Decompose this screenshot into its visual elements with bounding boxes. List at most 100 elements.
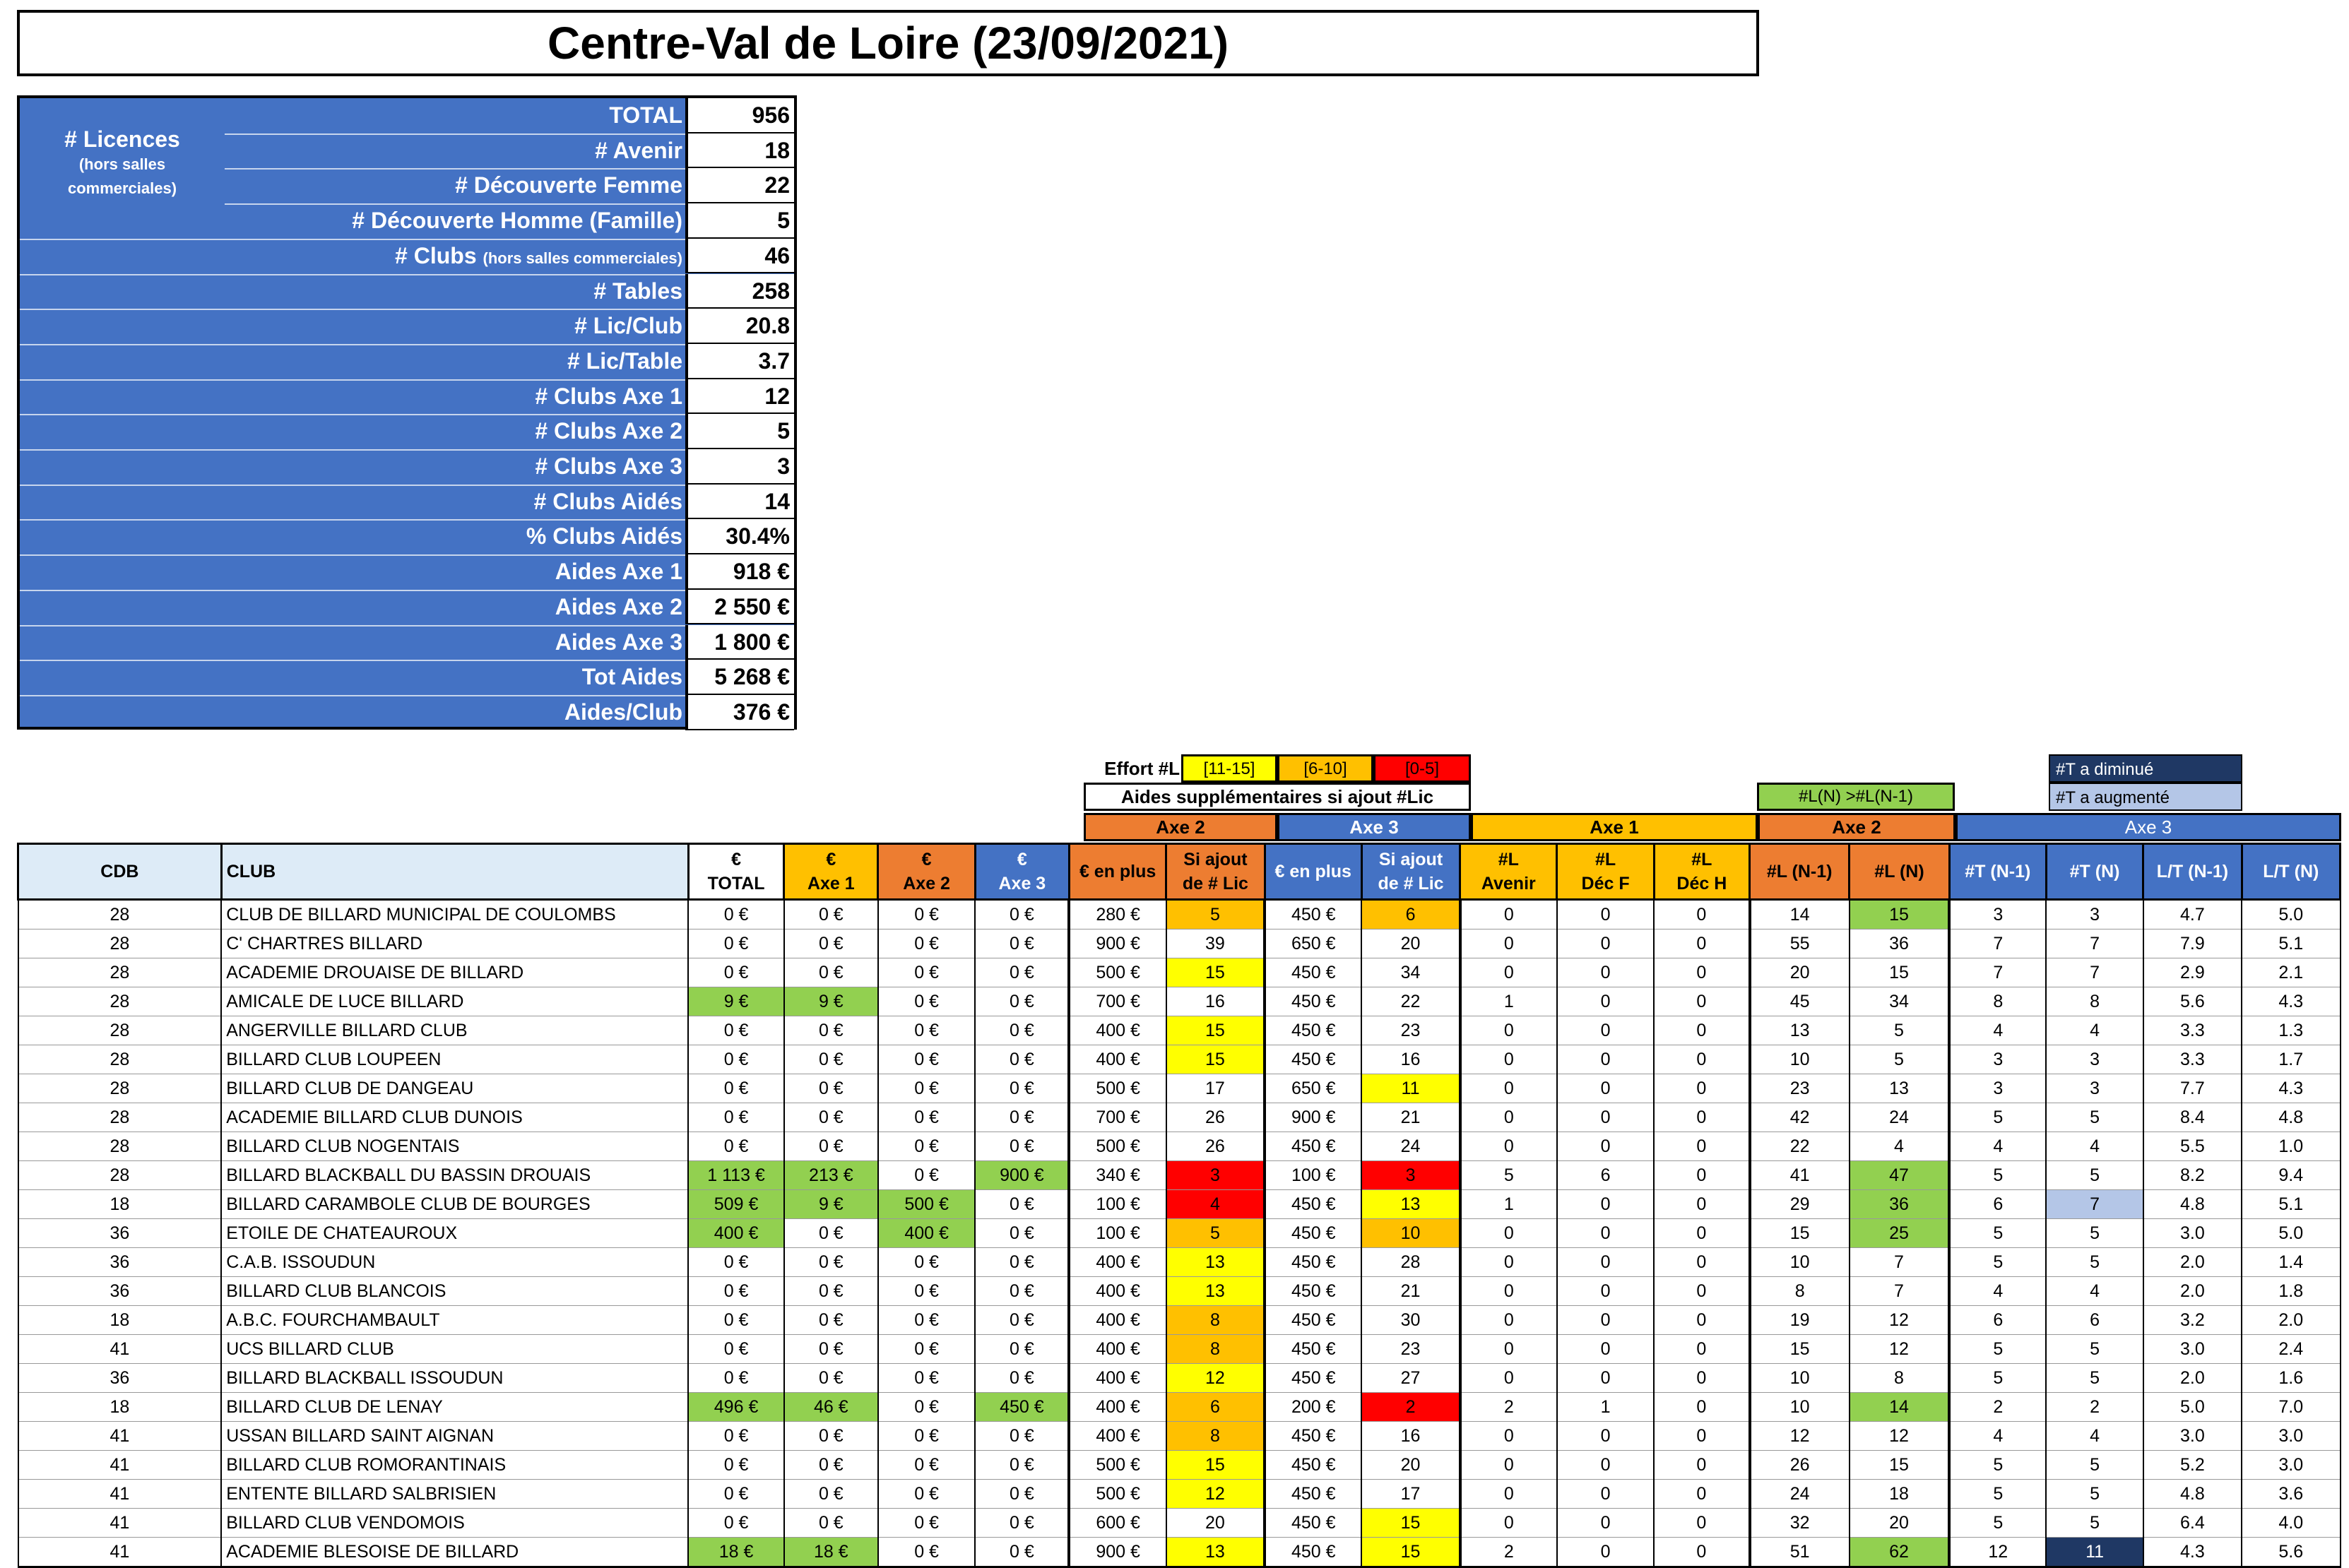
cell-si-ajout-axe2: 13 xyxy=(1165,1537,1266,1568)
cell-axe2: 0 € xyxy=(877,929,976,958)
table-row: 28 AMICALE DE LUCE BILLARD 9 €9 €0 €0 €700… xyxy=(17,987,2341,1016)
cell-axe1: 0 € xyxy=(783,1334,879,1364)
cell-si-ajout-axe2: 17 xyxy=(1165,1074,1266,1103)
cell-l-n: 5 xyxy=(1848,1016,1951,1045)
cell-si-ajout-axe3: 21 xyxy=(1361,1103,1461,1132)
cell-l-n: 7 xyxy=(1848,1276,1951,1306)
cell-lt-n: 3.0 xyxy=(2241,1421,2341,1451)
summary-label: Aides/Club xyxy=(564,695,682,730)
summary-value: 918 € xyxy=(685,554,794,590)
cell-total: 0 € xyxy=(687,1305,785,1335)
cell-t-n: 8 xyxy=(2045,987,2144,1016)
summary-label: % Clubs Aidés xyxy=(526,519,682,554)
cell-si-ajout-axe3: 16 xyxy=(1361,1045,1461,1074)
cell-l-n1: 8 xyxy=(1748,1276,1850,1306)
cell-en-plus-axe2: 400 € xyxy=(1067,1334,1167,1364)
cell-lt-n1: 5.6 xyxy=(2142,987,2243,1016)
summary-row: # Découverte Homme (Famille) 5 xyxy=(20,203,794,239)
summary-label-text: # Découverte Homme (Famille) xyxy=(352,208,682,234)
cell-axe1: 0 € xyxy=(783,1218,879,1248)
cell-en-plus-axe3: 450 € xyxy=(1263,1479,1363,1509)
cell-lt-n: 5.0 xyxy=(2241,899,2341,929)
cell-l-avenir: 0 xyxy=(1458,1421,1558,1451)
cell-axe1: 0 € xyxy=(783,1421,879,1451)
cell-total: 0 € xyxy=(687,1421,785,1451)
cell-l-dec-h: 0 xyxy=(1653,1450,1751,1480)
cell-l-dec-f: 0 xyxy=(1556,1450,1655,1480)
cell-axe2: 0 € xyxy=(877,1450,976,1480)
cell-en-plus-axe3: 450 € xyxy=(1263,1189,1363,1219)
summary-label-text: Aides/Club xyxy=(564,699,682,725)
cell-axe2: 0 € xyxy=(877,1334,976,1364)
table-row: 41 ACADEMIE BLESOISE DE BILLARD 18 €18 €0 … xyxy=(17,1537,2341,1568)
cell-total: 0 € xyxy=(687,958,785,987)
cell-en-plus-axe3: 450 € xyxy=(1263,958,1363,987)
cell-en-plus-axe3: 450 € xyxy=(1263,1218,1363,1248)
cell-l-n1: 15 xyxy=(1748,1218,1850,1248)
cell-t-n: 3 xyxy=(2045,1074,2144,1103)
summary-label-text: # Clubs Axe 1 xyxy=(535,383,682,409)
cell-l-dec-f: 0 xyxy=(1556,1479,1655,1509)
cell-t-n1: 5 xyxy=(1948,1508,2047,1538)
cell-axe2: 0 € xyxy=(877,1392,976,1422)
cell-lt-n: 2.4 xyxy=(2241,1334,2341,1364)
cell-l-n1: 32 xyxy=(1748,1508,1850,1538)
summary-label: Aides Axe 1 xyxy=(555,554,682,590)
summary-label-text: # Clubs Aidés xyxy=(533,488,682,514)
summary-panel: # Licences (hors salles commerciales) TO… xyxy=(17,95,797,730)
cell-l-n: 15 xyxy=(1848,958,1951,987)
cell-t-n1: 3 xyxy=(1948,899,2047,929)
cell-l-dec-h: 0 xyxy=(1653,1016,1751,1045)
cell-t-n: 5 xyxy=(2045,1363,2144,1393)
cell-axe2: 0 € xyxy=(877,1103,976,1132)
cell-l-dec-f: 6 xyxy=(1556,1160,1655,1190)
aides-supplementaires-label: Aides supplémentaires si ajout #Lic xyxy=(1084,783,1471,811)
cell-axe3: 0 € xyxy=(974,1074,1070,1103)
summary-label: # Clubs (hors salles commerciales) xyxy=(395,239,682,274)
cell-lt-n1: 5.2 xyxy=(2142,1450,2243,1480)
cell-l-dec-h: 0 xyxy=(1653,1218,1751,1248)
cell-t-n: 5 xyxy=(2045,1479,2144,1509)
cell-l-n1: 13 xyxy=(1748,1016,1850,1045)
header-l-n: #L (N) xyxy=(1848,843,1951,901)
table-row: 41 UCS BILLARD CLUB 0 €0 €0 €0 €400 €8 450 … xyxy=(17,1334,2341,1364)
cell-cdb: 28 xyxy=(17,929,223,958)
cell-total: 0 € xyxy=(687,1045,785,1074)
cell-en-plus-axe2: 100 € xyxy=(1067,1218,1167,1248)
cell-l-dec-h: 0 xyxy=(1653,958,1751,987)
cell-en-plus-axe2: 500 € xyxy=(1067,958,1167,987)
cell-l-dec-f: 0 xyxy=(1556,1132,1655,1161)
cell-axe1: 18 € xyxy=(783,1537,879,1568)
cell-cdb: 36 xyxy=(17,1363,223,1393)
cell-lt-n1: 2.9 xyxy=(2142,958,2243,987)
cell-lt-n1: 5.0 xyxy=(2142,1392,2243,1422)
cell-l-n1: 23 xyxy=(1748,1074,1850,1103)
table-row: 36 C.A.B. ISSOUDUN 0 €0 €0 €0 €400 €13 450 … xyxy=(17,1247,2341,1277)
cell-en-plus-axe2: 400 € xyxy=(1067,1276,1167,1306)
cell-l-avenir: 0 xyxy=(1458,1508,1558,1538)
cell-l-dec-h: 0 xyxy=(1653,1276,1751,1306)
clubs-table: CDB CLUB € TOTAL € Axe 1 € Axe 2 € Axe 3 € e… xyxy=(17,843,2342,1568)
cell-axe1: 0 € xyxy=(783,1363,879,1393)
cell-cdb: 28 xyxy=(17,1160,223,1190)
summary-value: 3 xyxy=(685,449,794,485)
cell-l-dec-f: 0 xyxy=(1556,1537,1655,1568)
cell-axe3: 0 € xyxy=(974,929,1070,958)
cell-l-avenir: 0 xyxy=(1458,1479,1558,1509)
cell-l-dec-f: 0 xyxy=(1556,958,1655,987)
table-row: 28 BILLARD BLACKBALL DU BASSIN DROUAIS 1 1… xyxy=(17,1160,2341,1190)
cell-t-n: 5 xyxy=(2045,1334,2144,1364)
summary-value: 18 xyxy=(685,133,794,169)
cell-axe3: 0 € xyxy=(974,1363,1070,1393)
cell-si-ajout-axe2: 39 xyxy=(1165,929,1266,958)
cell-si-ajout-axe2: 5 xyxy=(1165,1218,1266,1248)
summary-label: # Tables xyxy=(593,274,682,309)
cell-en-plus-axe2: 600 € xyxy=(1067,1508,1167,1538)
table-row: 18 BILLARD CLUB DE LENAY 496 €46 €0 €450 €… xyxy=(17,1392,2341,1422)
cell-si-ajout-axe2: 12 xyxy=(1165,1479,1266,1509)
cell-si-ajout-axe3: 15 xyxy=(1361,1537,1461,1568)
summary-value: 258 xyxy=(685,273,794,309)
